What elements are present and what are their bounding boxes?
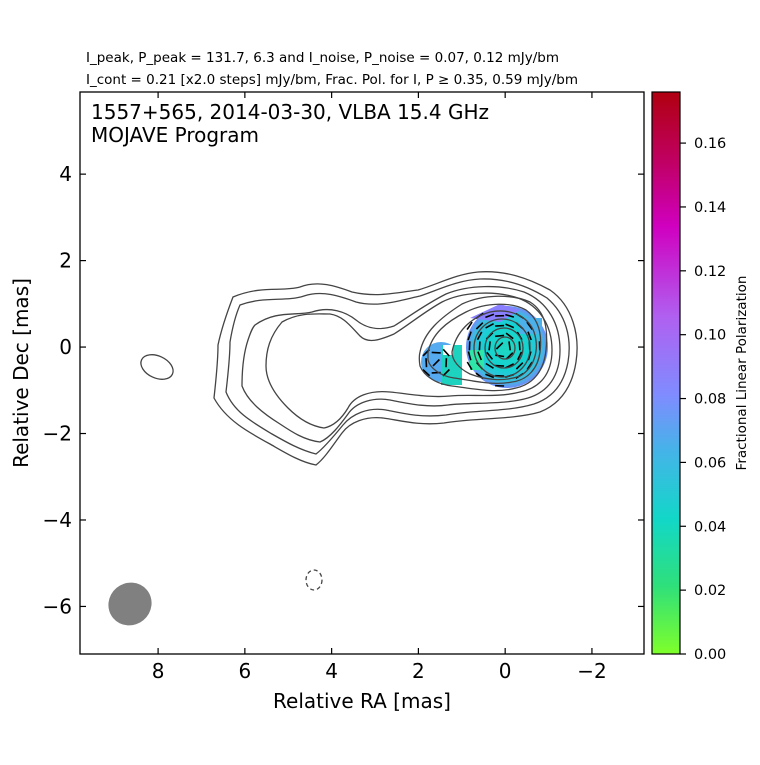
chart-title-line-2: MOJAVE Program	[91, 123, 259, 147]
y-tick-label: 2	[59, 249, 72, 273]
colorbar-tick-label: 0.06	[694, 455, 726, 471]
restoring-beam	[100, 574, 161, 634]
colorbar-label: Fractional Linear Polarization	[734, 276, 750, 471]
contour-isolated-blob	[137, 350, 177, 384]
colorbar-tick-label: 0.00	[694, 647, 726, 663]
header-line-2: I_cont = 0.21 [x2.0 steps] mJy/bm, Frac.…	[86, 72, 578, 88]
colorbar-tick-label: 0.14	[694, 200, 726, 216]
evpa-tick	[426, 358, 427, 367]
colorbar-tick-label: 0.02	[694, 583, 726, 599]
evpa-tick	[495, 326, 504, 327]
evpa-tick	[432, 352, 441, 353]
evpa-tick	[519, 341, 520, 350]
y-tick-label: −2	[43, 422, 72, 446]
map-area	[100, 272, 577, 635]
x-axis-ticks: 8 6 4 2 0 −2	[152, 92, 607, 683]
x-tick-label: −2	[577, 659, 606, 683]
y-tick-label: −4	[43, 508, 72, 532]
colorbar-ticks: 0.00 0.02 0.04 0.06 0.08 0.10 0.12 0.14 0.16	[680, 136, 726, 663]
colorbar	[652, 92, 680, 654]
x-axis-label: Relative RA [mas]	[273, 689, 451, 713]
x-tick-label: 0	[499, 659, 512, 683]
x-tick-label: 8	[152, 659, 165, 683]
axes-frame	[80, 92, 644, 654]
header-line-1: I_peak, P_peak = 131.7, 6.3 and I_noise,…	[86, 50, 559, 66]
y-tick-label: −6	[43, 594, 72, 618]
evpa-tick	[479, 341, 480, 350]
colorbar-tick-label: 0.04	[694, 519, 726, 535]
y-axis-ticks: 4 2 0 −2 −4 −6	[43, 162, 644, 618]
colorbar-tick-label: 0.16	[694, 136, 726, 152]
x-tick-label: 4	[325, 659, 338, 683]
y-tick-label: 4	[59, 162, 72, 186]
colorbar-tick-label: 0.10	[694, 328, 726, 344]
x-tick-label: 2	[412, 659, 425, 683]
evpa-tick	[489, 341, 490, 350]
colorbar-tick-label: 0.08	[694, 392, 726, 408]
y-tick-label: 0	[59, 335, 72, 359]
colorbar-tick-label: 0.12	[694, 264, 726, 280]
evpa-tick	[495, 335, 504, 336]
x-tick-label: 6	[238, 659, 251, 683]
negative-contour	[306, 570, 322, 590]
y-axis-label: Relative Dec [mas]	[9, 278, 33, 468]
chart-title-line-1: 1557+565, 2014-03-30, VLBA 15.4 GHz	[91, 100, 489, 124]
